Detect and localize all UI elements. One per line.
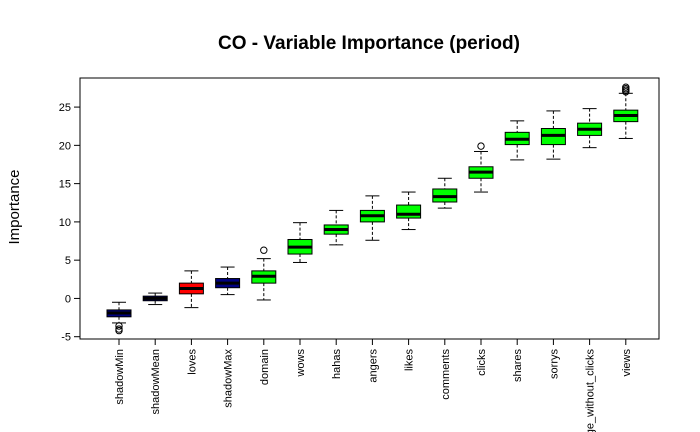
y-tick-label: 20: [59, 140, 71, 152]
x-tick-label: clicks: [476, 349, 488, 376]
x-axis: shadowMin shadowMean loves shadowMax domain w…: [114, 339, 633, 432]
x-tick-label: wows: [295, 349, 307, 378]
y-tick-label: 5: [65, 255, 71, 267]
boxes-layer: [106, 83, 639, 335]
y-tick-label: 0: [65, 293, 71, 305]
y-tick-label: 25: [59, 102, 71, 114]
x-tick-label: comments: [440, 349, 452, 400]
chart-title: CO - Variable Importance (period): [218, 33, 520, 54]
y-axis: -5 0 5 10 15 20 25: [59, 102, 80, 344]
x-tick-label: shares: [512, 349, 524, 383]
x-tick-label: loves: [186, 349, 198, 375]
x-tick-label: angers: [367, 349, 379, 383]
box-wows: [287, 222, 313, 263]
box-shadowMean: [142, 292, 168, 306]
box-page_without_clicks: [577, 108, 603, 149]
x-tick-label: shadowMax: [223, 349, 235, 408]
outlier-point: [260, 246, 268, 254]
box-loves: [178, 270, 204, 309]
x-tick-label: views: [621, 349, 633, 377]
x-tick-label: shadowMean: [150, 349, 162, 414]
x-tick-label: page_without_clicks: [585, 349, 597, 432]
box-shares: [504, 120, 530, 161]
outlier-point: [477, 142, 485, 150]
box-likes: [396, 191, 422, 231]
outlier-point: [115, 326, 123, 335]
outlier-point: [622, 83, 630, 91]
box-clicks: [468, 142, 494, 193]
box-comments: [432, 177, 458, 209]
x-tick-label: sorrys: [548, 349, 560, 379]
box-body: [396, 204, 422, 219]
box-shadowMax: [215, 266, 241, 296]
x-tick-label: likes: [404, 349, 416, 372]
x-tick-label: domain: [259, 349, 271, 385]
box-angers: [359, 195, 385, 241]
x-tick-label: shadowMin: [114, 349, 126, 405]
y-axis-label: Importance: [6, 169, 23, 244]
y-tick-label: 15: [59, 179, 71, 191]
box-sorrys: [540, 110, 566, 160]
box-domain: [251, 246, 277, 301]
plot-frame: [79, 77, 660, 340]
box-hahas: [323, 209, 349, 246]
box-shadowMin: [106, 301, 132, 335]
outlier-point: [115, 322, 123, 330]
y-tick-label: 10: [59, 217, 71, 229]
x-tick-label: hahas: [331, 349, 343, 379]
box-views: [613, 83, 639, 139]
y-tick-label: -5: [61, 332, 71, 344]
